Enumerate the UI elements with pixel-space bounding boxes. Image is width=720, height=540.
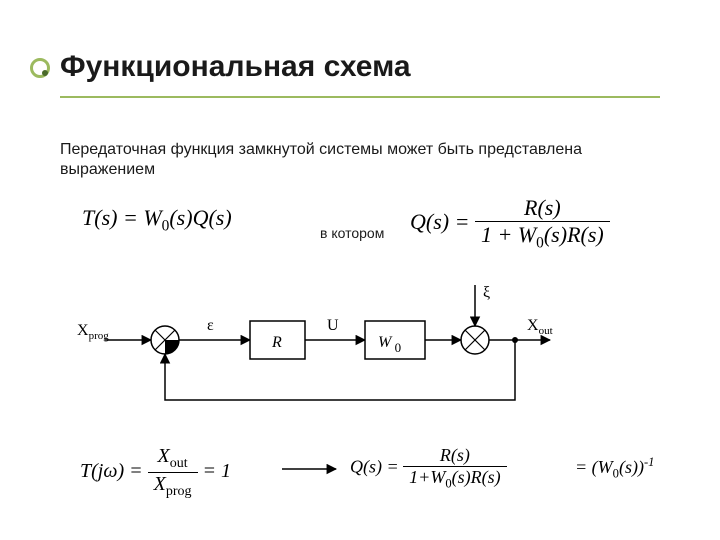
equation-transfer: T(s) = W0(s)Q(s) (82, 205, 232, 235)
equation-q2: Q(s) = R(s) 1+W0(s)R(s) (350, 445, 507, 492)
label-u: U (327, 317, 339, 334)
equation-tjw: T(jω) = Xout Xprog = 1 (80, 445, 231, 500)
block-diagram: Xprog ε R U W 0 ξ Xout (75, 275, 595, 425)
block-r-label: R (271, 334, 282, 351)
label-xprog: Xprog (77, 322, 109, 342)
equation-q: Q(s) = R(s) 1 + W0(s)R(s) (410, 195, 610, 252)
label-xout: Xout (527, 317, 553, 337)
sum1-neg-sector (165, 340, 179, 354)
page-title: Функциональная схема (60, 50, 411, 84)
equation-w0inv: = (W0(s))-1 (575, 455, 654, 482)
arrow-implies (280, 463, 340, 475)
intro-text: Передаточная функция замкнутой системы м… (60, 140, 660, 180)
wire-feedback (165, 340, 515, 400)
title-underline (60, 96, 660, 98)
label-xi: ξ (483, 284, 490, 301)
equation-link-text: в котором (320, 225, 384, 241)
title-bullet (30, 58, 50, 78)
label-eps: ε (207, 317, 214, 334)
